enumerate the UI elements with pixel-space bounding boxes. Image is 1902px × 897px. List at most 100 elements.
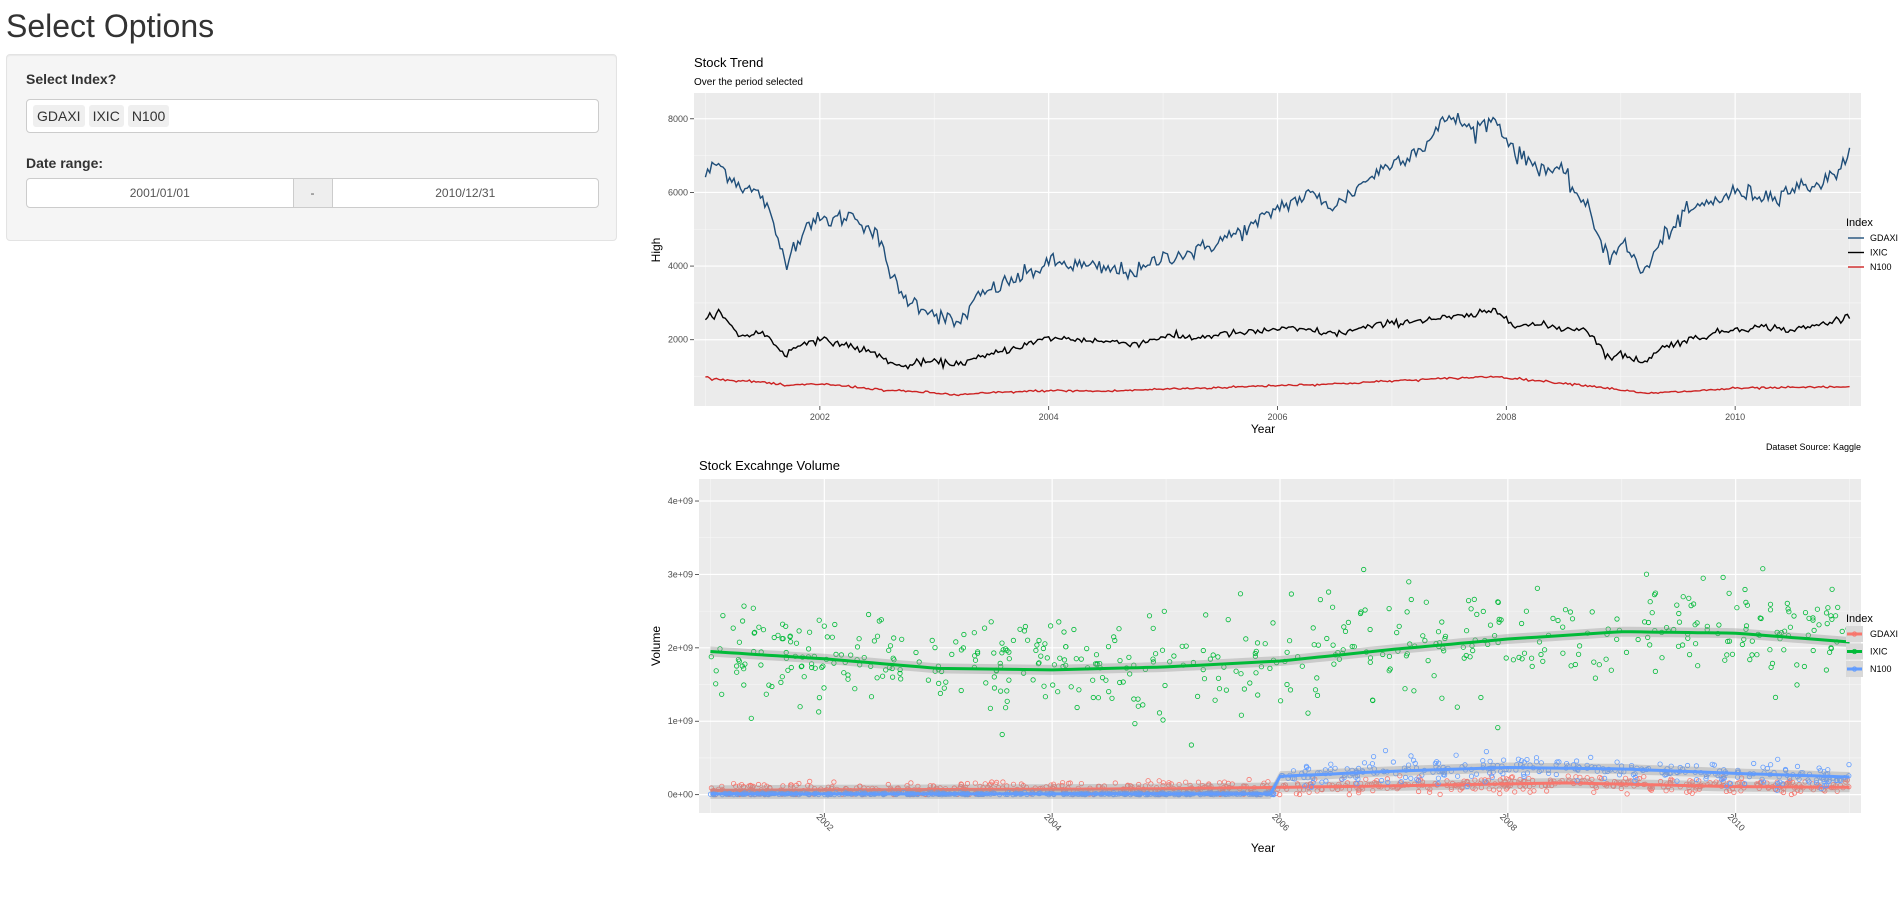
- volume-point: [1761, 779, 1767, 785]
- index-chip-ixic[interactable]: IXIC: [88, 105, 124, 127]
- volume-point: [1704, 623, 1710, 629]
- volume-point: [1468, 773, 1475, 779]
- volume-point: [883, 667, 889, 673]
- volume-point: [974, 650, 981, 656]
- volume-point: [713, 681, 719, 687]
- volume-point: [1813, 777, 1820, 783]
- volume-point: [1780, 781, 1786, 787]
- volume-point: [831, 779, 837, 785]
- volume-point: [958, 647, 964, 653]
- volume-point: [999, 640, 1005, 646]
- volume-point: [1576, 643, 1583, 649]
- volume-point: [1810, 615, 1816, 621]
- volume-point: [766, 682, 772, 688]
- volume-point: [1408, 753, 1414, 759]
- volume-point: [719, 691, 725, 697]
- volume-point: [930, 783, 936, 789]
- volume-point: [829, 634, 835, 640]
- volume-point: [866, 611, 872, 618]
- volume-point: [1061, 657, 1068, 663]
- volume-point: [1361, 760, 1368, 766]
- date-start-input[interactable]: 2001/01/01: [26, 178, 294, 208]
- volume-point: [1290, 768, 1297, 774]
- volume-point: [1078, 780, 1084, 787]
- volume-point: [775, 632, 781, 638]
- volume-point: [730, 625, 736, 631]
- volume-point: [1774, 629, 1780, 635]
- volume-point: [1533, 755, 1540, 761]
- volume-point: [971, 630, 977, 636]
- volume-chart: Stock Excahnge Volume 2002 2004 2006 2008 20…: [649, 458, 1898, 855]
- volume-point: [1380, 651, 1386, 658]
- volume-point: [1420, 633, 1426, 639]
- volume-point: [1150, 625, 1156, 631]
- volume-point: [1435, 780, 1441, 787]
- index-chip-gdaxi[interactable]: GDAXI: [33, 105, 85, 127]
- date-end-input[interactable]: 2010/12/31: [331, 178, 599, 208]
- volume-point: [1345, 619, 1352, 626]
- volume-point: [793, 640, 800, 646]
- volume-point: [713, 668, 719, 674]
- volume-point: [1749, 652, 1755, 658]
- index-chip-n100[interactable]: N100: [127, 105, 170, 127]
- volume-point: [1384, 776, 1391, 782]
- volume-point: [891, 635, 897, 641]
- volume-point: [1132, 720, 1138, 727]
- volume-point: [1328, 761, 1334, 767]
- volume-point: [1325, 589, 1332, 595]
- volume-point: [1433, 759, 1440, 765]
- volume-point: [1327, 766, 1334, 773]
- volume-point: [1159, 647, 1166, 653]
- volume-point: [1781, 647, 1787, 653]
- volume-point: [787, 633, 793, 639]
- volume-point: [1584, 775, 1590, 781]
- volume-point: [889, 665, 895, 672]
- volume-point: [1284, 649, 1290, 655]
- volume-point: [1253, 670, 1259, 676]
- volume-point: [1385, 779, 1391, 785]
- volume-point: [1694, 620, 1700, 626]
- volume-point: [1716, 622, 1722, 628]
- volume-legend-label-ixic: IXIC: [1870, 647, 1888, 657]
- volume-point: [991, 650, 997, 656]
- volume-point: [1521, 773, 1527, 780]
- y-tick-label: 8000: [668, 114, 688, 124]
- volume-point: [1498, 617, 1504, 623]
- volume-point: [949, 651, 955, 658]
- volume-point: [1723, 788, 1730, 795]
- volume-point: [1814, 606, 1821, 612]
- volume-point: [1769, 660, 1776, 667]
- volume-point: [1387, 666, 1393, 672]
- volume-point: [1495, 599, 1501, 605]
- volume-point: [1116, 626, 1122, 632]
- volume-point: [750, 605, 756, 611]
- volume-point: [1628, 762, 1635, 769]
- volume-point: [1794, 682, 1800, 688]
- volume-point: [1674, 778, 1680, 784]
- volume-trend-ixic: [710, 630, 1850, 672]
- volume-point: [1111, 634, 1117, 640]
- volume-point: [1846, 761, 1852, 768]
- volume-point: [1668, 763, 1674, 769]
- volume-point: [1787, 624, 1794, 630]
- volume-point: [925, 677, 931, 683]
- index-select-input[interactable]: GDAXI IXIC N100: [26, 99, 599, 133]
- trend-legend: Index GDAXI IXIC N100: [1846, 217, 1898, 272]
- volume-point: [1510, 657, 1517, 663]
- volume-point: [1754, 652, 1760, 658]
- volume-point: [1614, 636, 1620, 642]
- volume-point: [1140, 702, 1146, 708]
- volume-point: [1751, 760, 1757, 767]
- volume-point: [1767, 607, 1774, 613]
- volume-point: [953, 639, 959, 645]
- volume-point: [824, 634, 830, 640]
- volume-point: [1188, 742, 1195, 748]
- volume-point: [1727, 780, 1734, 787]
- volume-point: [755, 781, 762, 788]
- trend-grid: [694, 93, 1861, 406]
- volume-point: [1516, 654, 1522, 661]
- volume-point: [1267, 665, 1273, 672]
- x-tick-label: 2004: [1039, 412, 1059, 422]
- volume-point: [1200, 666, 1206, 673]
- volume-point: [780, 783, 786, 789]
